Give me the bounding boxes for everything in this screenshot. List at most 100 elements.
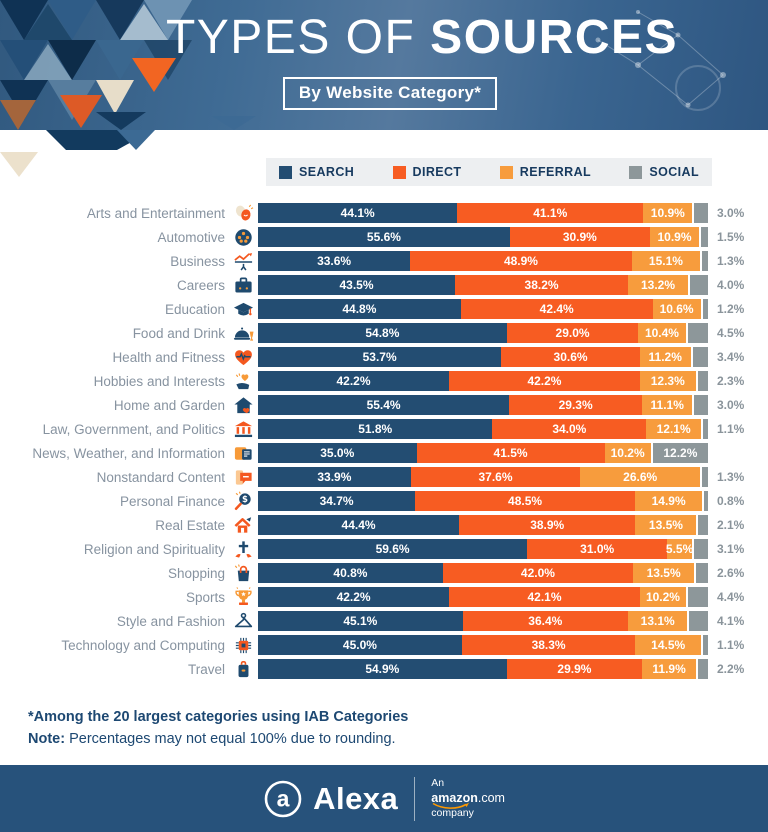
direct-value-label: 29.0% xyxy=(555,326,590,340)
direct-segment: 48.5% xyxy=(415,491,635,511)
direct-value-label: 41.1% xyxy=(533,206,568,220)
referral-value-label: 10.2% xyxy=(645,590,680,604)
social-value-label-outside: 2.6% xyxy=(717,566,745,580)
search-value-label: 44.4% xyxy=(341,518,376,532)
search-segment: 54.8% xyxy=(258,323,507,343)
stacked-bar: 42.2% 42.1% 10.2% xyxy=(258,587,708,607)
direct-value-label: 30.6% xyxy=(553,350,588,364)
social-segment xyxy=(702,491,709,511)
legend: SEARCH DIRECT REFERRAL SOCIAL xyxy=(266,158,712,186)
direct-value-label: 48.5% xyxy=(508,494,543,508)
social-segment xyxy=(701,419,708,439)
category-label: Food and Drink xyxy=(132,325,225,341)
social-value-label-outside: 3.0% xyxy=(717,206,745,220)
direct-segment: 48.9% xyxy=(410,251,632,271)
category-row: Automotive 55.6% 30.9% 10.9% 1.5% xyxy=(0,227,768,247)
stacked-bar: 59.6% 31.0% 5.5% xyxy=(258,539,708,559)
stacked-bar: 33.9% 37.6% 26.6% xyxy=(258,467,708,487)
search-segment: 42.2% xyxy=(258,587,450,607)
house-sale-icon xyxy=(230,514,256,536)
legend-item-label: REFERRAL xyxy=(519,165,592,179)
stacked-bar: 33.6% 48.9% 15.1% xyxy=(258,251,709,271)
social-segment xyxy=(701,635,709,655)
category-label: Health and Fitness xyxy=(112,349,225,365)
social-segment xyxy=(700,467,708,487)
referral-value-label: 14.5% xyxy=(651,638,686,652)
stacked-bar: 55.4% 29.3% 11.1% xyxy=(258,395,708,415)
direct-value-label: 42.0% xyxy=(520,566,555,580)
referral-segment: 10.2% xyxy=(639,587,687,607)
referral-value-label: 15.1% xyxy=(648,254,683,268)
search-segment: 40.8% xyxy=(258,563,443,583)
direct-segment: 38.2% xyxy=(455,275,629,295)
amazon-wordmark: amazon.com xyxy=(431,790,505,810)
footnote-note-label: Note: xyxy=(28,730,66,747)
house-icon xyxy=(230,394,256,416)
direct-value-label: 41.5% xyxy=(493,446,528,460)
amazon-bold-text: amazon xyxy=(431,791,478,806)
legend-item-label: DIRECT xyxy=(412,165,462,179)
social-value-label-outside: 3.0% xyxy=(717,398,745,412)
referral-value-label: 11.2% xyxy=(648,350,682,364)
referral-value-label: 10.9% xyxy=(657,230,692,244)
direct-segment: 31.0% xyxy=(527,539,668,559)
briefcase-icon xyxy=(230,274,256,296)
category-row: Real Estate 44.4% 38.9% 13.5% 2.1% xyxy=(0,515,768,535)
search-value-label: 43.5% xyxy=(339,278,374,292)
wheel-icon xyxy=(230,226,256,248)
direct-segment: 38.9% xyxy=(459,515,636,535)
direct-segment: 29.9% xyxy=(506,659,643,679)
social-value-label-outside: 1.2% xyxy=(717,302,745,316)
category-label: Travel xyxy=(187,661,225,677)
category-label: Law, Government, and Politics xyxy=(42,421,225,437)
category-label: Nonstandard Content xyxy=(96,469,225,485)
direct-segment: 42.0% xyxy=(442,563,634,583)
direct-segment: 41.5% xyxy=(416,443,605,463)
referral-segment: 10.6% xyxy=(652,299,701,319)
direct-segment: 38.3% xyxy=(461,635,636,655)
legend-swatch-icon xyxy=(629,165,643,179)
category-label: Technology and Computing xyxy=(61,637,225,653)
hanger-icon xyxy=(230,610,256,632)
amazon-dotcom-text: .com xyxy=(477,791,505,806)
referral-value-label: 5.5% xyxy=(665,542,694,556)
referral-segment: 11.2% xyxy=(639,347,691,367)
heart-pulse-icon xyxy=(230,346,256,368)
hand-heart-icon xyxy=(230,370,256,392)
direct-value-label: 38.3% xyxy=(531,638,566,652)
social-segment: 12.2% xyxy=(650,443,708,463)
direct-value-label: 29.9% xyxy=(557,662,592,676)
category-row: Personal Finance $ 34.7% 48.5% 14.9% 0.8… xyxy=(0,491,768,511)
category-label: Home and Garden xyxy=(113,397,225,413)
search-segment: 33.9% xyxy=(258,467,411,487)
legend-item-label: SEARCH xyxy=(299,165,355,179)
stacked-bar: 54.9% 29.9% 11.9% xyxy=(258,659,708,679)
stacked-bar: 42.2% 42.2% 12.3% xyxy=(258,371,708,391)
amazon-smile-icon xyxy=(432,802,470,810)
social-segment xyxy=(700,251,709,271)
search-segment: 55.4% xyxy=(258,395,510,415)
category-label: Sports xyxy=(185,589,225,605)
dollar-magnifier-icon: $ xyxy=(230,490,256,512)
direct-segment: 42.2% xyxy=(448,371,640,391)
referral-value-label: 11.9% xyxy=(652,662,686,676)
social-value-label-outside: 0.8% xyxy=(717,494,745,508)
search-segment: 45.1% xyxy=(258,611,463,631)
search-segment: 42.2% xyxy=(258,371,449,391)
search-value-label: 55.6% xyxy=(366,230,401,244)
referral-value-label: 10.6% xyxy=(659,302,694,316)
search-value-label: 42.2% xyxy=(336,590,371,604)
direct-segment: 30.9% xyxy=(509,227,650,247)
social-value-label-outside: 1.5% xyxy=(717,230,745,244)
social-segment xyxy=(695,371,708,391)
footnote-asterisk: *Among the 20 largest categories using I… xyxy=(28,709,409,725)
direct-segment: 37.6% xyxy=(410,467,581,487)
category-row: Business 33.6% 48.9% 15.1% 1.3% xyxy=(0,251,768,271)
referral-value-label: 10.2% xyxy=(610,446,645,460)
direct-segment: 41.1% xyxy=(457,203,644,223)
government-building-icon xyxy=(230,418,256,440)
referral-value-label: 13.1% xyxy=(640,614,675,628)
page-title-light: TYPES OF xyxy=(165,11,416,64)
theater-masks-icon xyxy=(230,202,256,224)
stacked-bar: 53.7% 30.6% 11.2% xyxy=(258,347,708,367)
